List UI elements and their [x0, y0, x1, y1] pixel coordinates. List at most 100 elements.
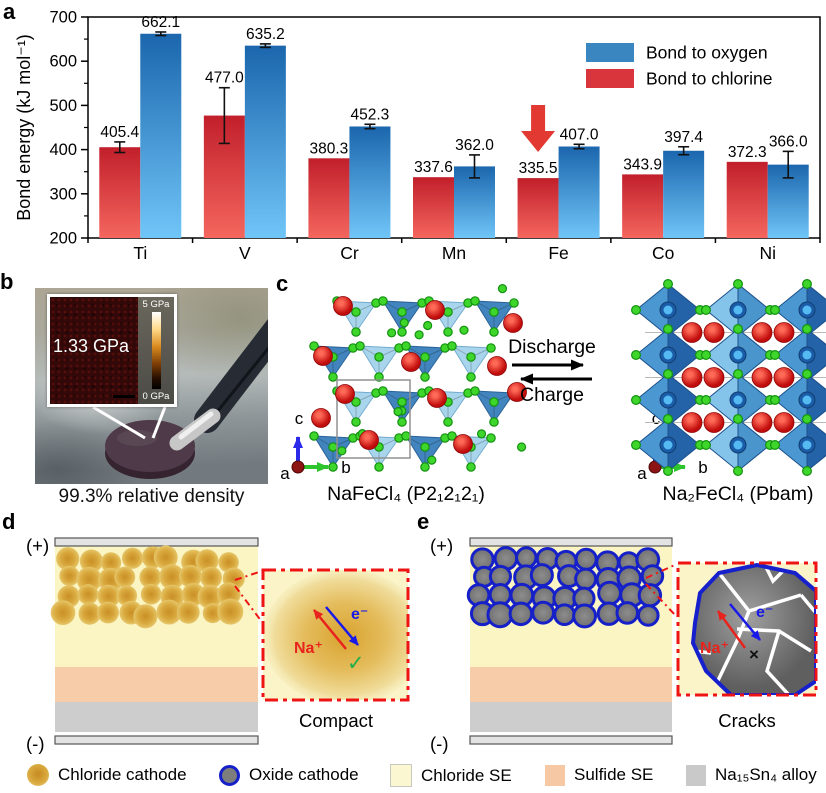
chloride-cathode-schematic: (+) (-) Na⁺ e⁻ ✓ Compact — [26, 535, 410, 754]
discharge-label: Discharge — [508, 336, 596, 358]
bottom-current-collector — [469, 735, 673, 745]
bar — [244, 45, 286, 238]
cathode-particle — [59, 565, 80, 586]
cl-atom — [733, 414, 744, 425]
bar-value-label: 372.3 — [728, 144, 767, 161]
cl-atom — [420, 462, 430, 472]
compact-caption: Compact — [299, 710, 373, 731]
sulfide-se-layer — [55, 667, 258, 702]
cathode-particle — [133, 604, 158, 629]
legend-item-oxide-cathode: Oxide cathode — [219, 764, 359, 786]
na-atom — [751, 412, 773, 433]
cl-atom — [466, 352, 476, 362]
modulus-map-inset: 1.33 GPa 5 GPa 0 GPa — [47, 294, 177, 407]
cl-atom — [378, 296, 388, 306]
octahedron — [770, 414, 826, 477]
legend-item-sulfide-se: Sulfide SE — [545, 764, 653, 786]
cl-atom — [516, 442, 527, 452]
na-atom — [333, 296, 353, 316]
tetrahedron — [355, 341, 404, 382]
electron-label: e⁻ — [756, 604, 773, 621]
cl-atom — [447, 341, 457, 351]
positive-terminal-label: (+) — [430, 535, 453, 556]
cathode-particle — [531, 600, 556, 625]
bar-value-label: 635.2 — [246, 26, 285, 43]
tetrahedron — [401, 431, 450, 472]
cl-atom — [443, 327, 453, 337]
chloride-se-swatch — [390, 764, 412, 787]
unit-cell-outline — [336, 379, 411, 459]
cl-atom — [397, 417, 407, 427]
electron-arrow — [325, 606, 359, 646]
cross-mark: × — [749, 645, 759, 664]
octahedron — [701, 414, 776, 477]
cl-atom — [801, 323, 812, 334]
pellet — [105, 420, 195, 479]
x-category-label: Fe — [548, 243, 568, 263]
bar-value-label: 380.3 — [310, 140, 349, 157]
tetrahedron — [470, 296, 519, 337]
panel-b-label: b — [0, 269, 14, 294]
bar — [726, 161, 768, 238]
bar — [140, 33, 182, 238]
colorbar-gradient — [151, 312, 161, 389]
cl-atom — [351, 417, 361, 427]
alloy-layer — [55, 702, 258, 732]
cl-atom — [733, 323, 744, 334]
cathode-particle — [179, 564, 202, 588]
cathode-particle — [615, 601, 640, 625]
cl-atom — [701, 440, 712, 451]
na-atom — [751, 367, 773, 388]
cl-atom — [801, 368, 812, 379]
cathode-particle — [156, 599, 182, 625]
cl-atom — [309, 341, 319, 351]
cathode-particle — [56, 547, 80, 571]
cl-atom — [328, 442, 338, 452]
oxide-cathode-schematic: (+) (-) Na⁺ e⁻ × Cracks — [430, 535, 818, 754]
negative-terminal-label: (-) — [430, 733, 448, 754]
bar — [517, 178, 559, 238]
modulus-colorbar: 5 GPa 0 GPa — [138, 297, 174, 404]
cl-atom — [801, 466, 812, 477]
charge-label: Charge — [520, 384, 584, 406]
cl-atom — [466, 462, 476, 472]
cl-atom — [770, 304, 781, 315]
na-atom — [313, 346, 333, 366]
cl-atom — [393, 407, 403, 417]
y-tick-label: 300 — [49, 185, 77, 203]
na-atom — [487, 356, 507, 376]
chart-legend-swatch — [586, 43, 634, 62]
na-atom — [703, 367, 725, 388]
cathode-particle — [553, 603, 576, 627]
cl-atom — [801, 279, 812, 290]
bottom-current-collector — [54, 735, 259, 745]
cl-atom — [770, 394, 781, 405]
cl-atom — [509, 298, 519, 308]
legend-label: Oxide cathode — [249, 765, 359, 784]
bar-value-label: 397.4 — [664, 129, 703, 146]
cathode-particle — [176, 600, 200, 624]
negative-terminal-label: (-) — [26, 733, 44, 754]
sulfide-se-swatch — [545, 764, 565, 786]
axis-c-label: c — [652, 409, 661, 428]
x-category-label: V — [239, 243, 251, 263]
cl-atom — [401, 341, 411, 351]
y-tick-label: 400 — [49, 141, 77, 159]
cl-atom — [733, 466, 744, 477]
cl-atom — [374, 462, 384, 472]
tetrahedron — [447, 431, 496, 472]
top-current-collector — [54, 537, 259, 547]
y-axis-label: Bond energy (kJ mol⁻¹) — [14, 34, 34, 221]
y-tick-label: 600 — [49, 53, 77, 71]
legend-item-chloride-se: Chloride SE — [390, 764, 512, 787]
na-atom — [335, 384, 355, 404]
na-atom — [401, 352, 421, 372]
cl-atom — [351, 307, 361, 317]
panel-e-label: e — [417, 509, 430, 534]
na-atom — [507, 382, 527, 402]
bar-value-label: 662.1 — [141, 14, 180, 31]
legend-item-alloy: Na₁₅Sn₄ alloy — [686, 764, 817, 786]
cl-atom — [631, 394, 642, 405]
cl-atom — [420, 372, 430, 382]
